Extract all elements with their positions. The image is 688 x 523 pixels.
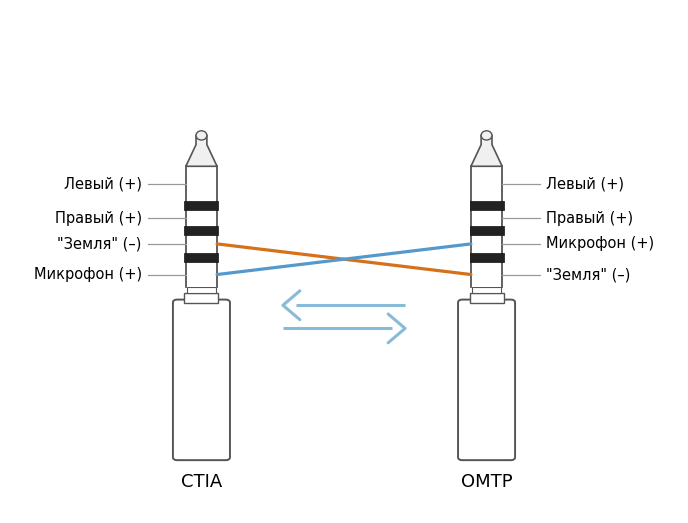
Text: "Земля" (–): "Земля" (–) xyxy=(57,236,142,252)
Bar xyxy=(187,287,216,293)
Bar xyxy=(470,226,504,235)
Polygon shape xyxy=(471,135,502,166)
Text: CTIA: CTIA xyxy=(181,472,222,491)
Bar xyxy=(184,201,218,210)
Bar xyxy=(470,201,504,210)
Bar xyxy=(472,287,501,293)
Text: Левый (+): Левый (+) xyxy=(64,176,142,191)
Text: OMTP: OMTP xyxy=(461,472,513,491)
Ellipse shape xyxy=(481,131,492,140)
FancyBboxPatch shape xyxy=(458,300,515,460)
Bar xyxy=(186,166,217,287)
Text: Правый (+): Правый (+) xyxy=(546,211,634,226)
Bar xyxy=(470,253,504,262)
Bar xyxy=(471,166,502,287)
Text: Микрофон (+): Микрофон (+) xyxy=(546,236,654,252)
Ellipse shape xyxy=(196,131,207,140)
Text: Правый (+): Правый (+) xyxy=(54,211,142,226)
Bar xyxy=(184,253,218,262)
FancyBboxPatch shape xyxy=(173,300,230,460)
Bar xyxy=(184,226,218,235)
Text: "Земля" (–): "Земля" (–) xyxy=(546,267,631,282)
Text: Микрофон (+): Микрофон (+) xyxy=(34,267,142,282)
Polygon shape xyxy=(186,135,217,166)
Bar xyxy=(470,293,504,303)
Text: Левый (+): Левый (+) xyxy=(546,176,624,191)
Bar xyxy=(184,293,218,303)
